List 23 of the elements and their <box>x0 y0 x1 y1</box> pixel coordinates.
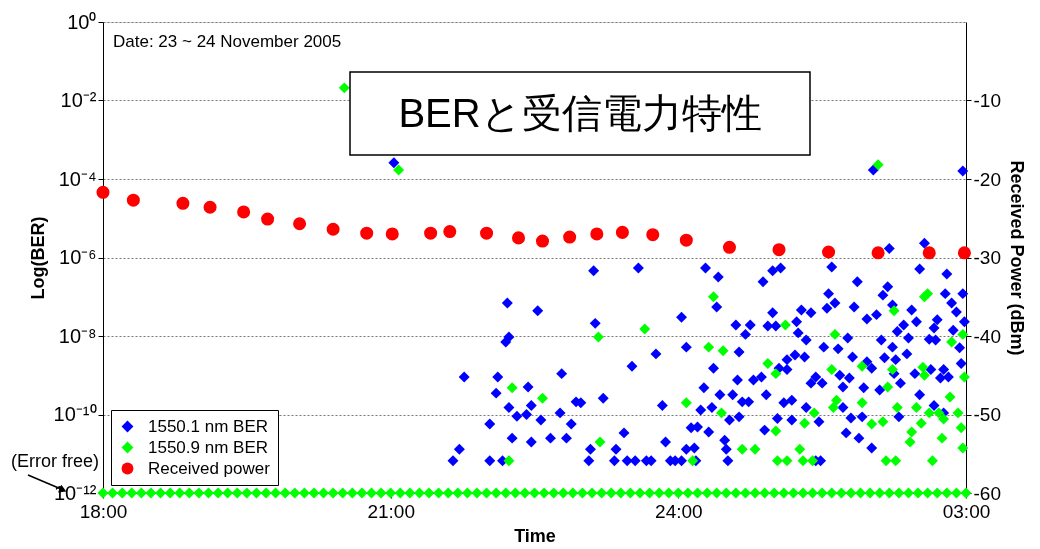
legend-label: 1550.1 nm BER <box>148 416 269 436</box>
y-tick-label: 10⁻⁸ <box>58 324 97 347</box>
y2-tick-label: -10 <box>973 90 1001 111</box>
x-tick-label: 21:00 <box>367 500 415 522</box>
y2-tick-label: -40 <box>973 325 1001 347</box>
x-tick-label: 18:00 <box>79 500 128 522</box>
y-tick-label: 10⁻² <box>60 89 97 111</box>
text: BERと受信電力特性 <box>398 91 762 135</box>
legend-label: Received power <box>148 458 271 478</box>
y2-tick-label: -50 <box>973 404 1001 425</box>
y-tick-label: 10⁻¹⁰ <box>53 403 97 425</box>
annotation: (Error free) <box>10 451 99 471</box>
y2-tick-label: -30 <box>973 247 1001 268</box>
y-axis-title: Log(BER) <box>27 216 48 300</box>
y-tick-label: 10⁰ <box>67 10 97 33</box>
y2-tick-label: -20 <box>973 168 1001 190</box>
y-tick-label: 10⁻⁶ <box>59 246 97 268</box>
annotation: Date: 23 ~ 24 November 2005 <box>113 32 342 51</box>
y-tick-label: 10⁻⁴ <box>58 167 97 190</box>
x-tick-label: 24:00 <box>655 500 703 522</box>
legend-label: 1550.9 nm BER <box>148 437 269 457</box>
x-axis-title: Time <box>514 525 556 546</box>
y2-axis-title: Received Power (dBm) <box>1006 160 1027 356</box>
